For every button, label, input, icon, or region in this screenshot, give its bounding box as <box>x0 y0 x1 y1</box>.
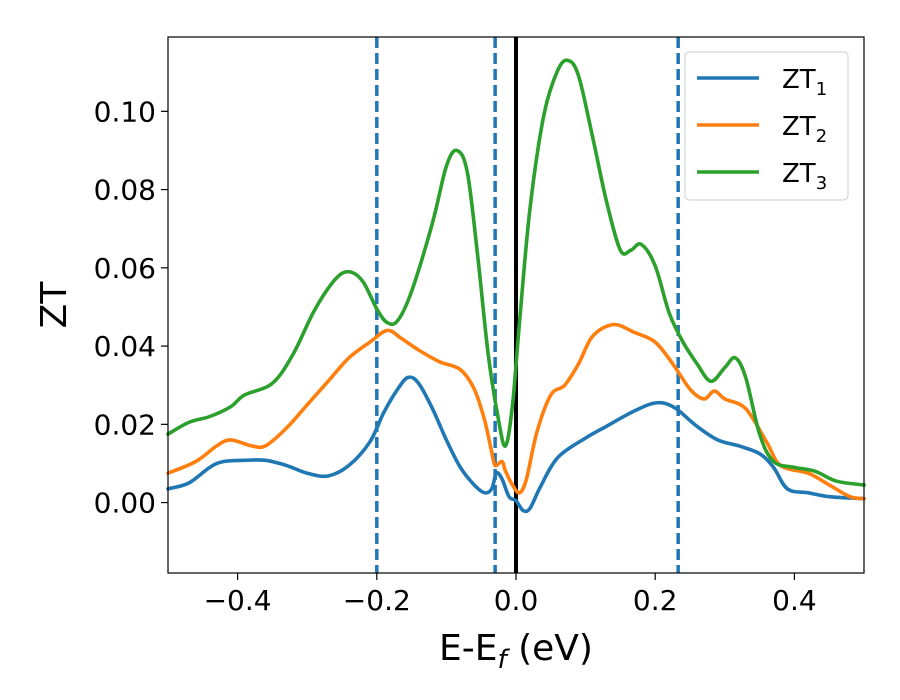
y-tick-label: 0.04 <box>94 330 156 363</box>
x-axis-label: E-Ef (eV) <box>439 628 593 675</box>
legend-box <box>684 51 849 201</box>
y-tick-label: 0.10 <box>94 95 156 128</box>
legend-label-zt3: ZT3 <box>782 159 827 194</box>
legend: ZT1 ZT2 ZT3 <box>684 51 849 201</box>
x-tick-label: −0.2 <box>343 584 411 617</box>
x-tick-label: −0.4 <box>204 584 272 617</box>
series-line-zt1 <box>166 375 866 514</box>
series-line-zt2 <box>166 322 866 501</box>
reference-lines <box>375 37 680 573</box>
x-axis: −0.4 −0.2 0.0 0.2 0.4 <box>204 573 817 617</box>
y-tick-label: 0.00 <box>94 487 156 520</box>
y-axis: 0.00 0.02 0.04 0.06 0.08 0.10 <box>94 95 168 520</box>
x-tick-label: 0.0 <box>494 584 539 617</box>
legend-label-zt2: ZT2 <box>782 112 827 147</box>
y-tick-label: 0.06 <box>94 252 156 285</box>
x-tick-label: 0.2 <box>633 584 678 617</box>
x-tick-label: 0.4 <box>772 584 817 617</box>
y-tick-label: 0.02 <box>94 408 156 441</box>
y-axis-label: ZT <box>34 281 75 329</box>
series-line-zt3 <box>166 58 866 487</box>
series-lines <box>166 58 866 514</box>
y-tick-label: 0.08 <box>94 174 156 207</box>
legend-label-zt1: ZT1 <box>782 65 827 100</box>
